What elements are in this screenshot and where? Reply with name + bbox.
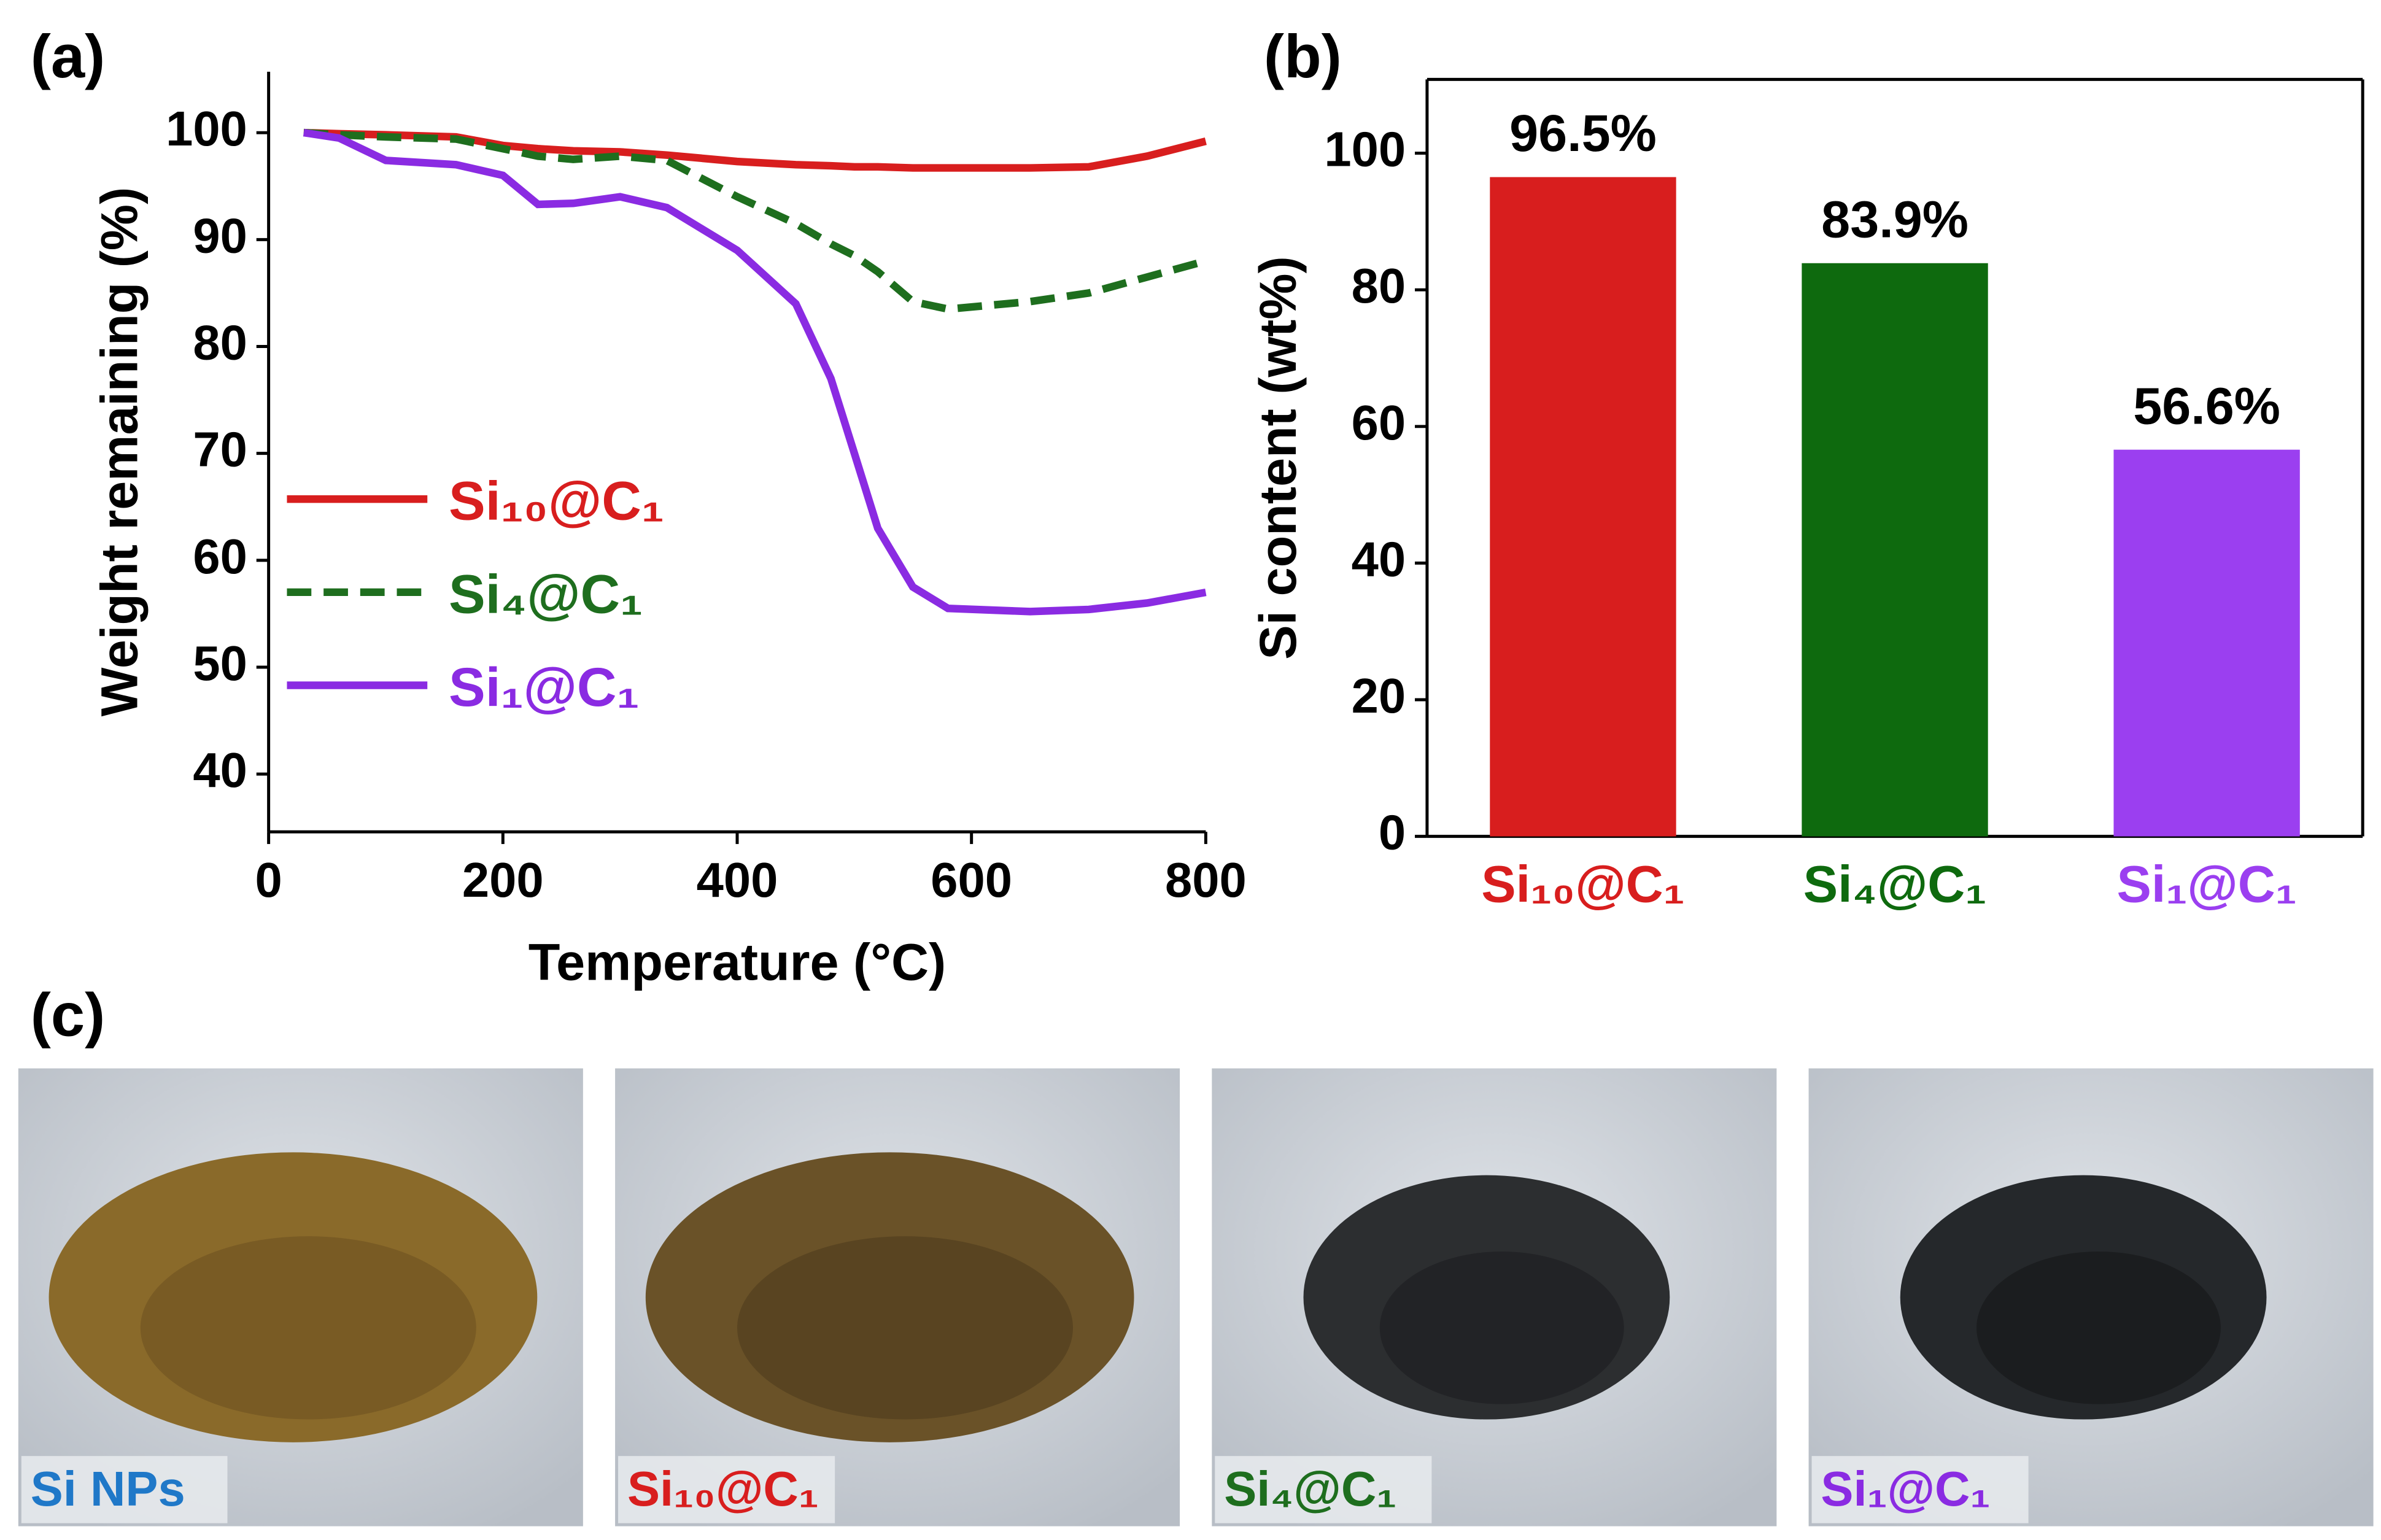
photo-label: Si₄@C₁ [1224,1461,1396,1516]
x-tick-label: Si₁₀@C₁ [1481,855,1684,913]
x-tick-label: Si₁@C₁ [2116,855,2296,913]
panel-label: (b) [1264,23,1342,91]
label-box [618,1456,835,1523]
label-box [1811,1456,2029,1523]
sample-shade [140,1236,476,1420]
x-tick-label: 0 [255,853,282,907]
bar [1802,263,1988,837]
x-tick-label: 600 [931,853,1012,907]
y-tick-label: 20 [1352,668,1406,723]
value-label: 83.9% [1821,190,1969,248]
x-tick-label: 200 [462,853,544,907]
y-axis-label: Si content (wt%) [1249,256,1307,659]
label-box [1215,1456,1432,1523]
y-tick-label: 40 [193,743,247,797]
legend-label: Si₄@C₁ [449,563,643,624]
y-tick-label: 60 [1352,395,1406,450]
x-tick-label: Si₄@C₁ [1803,855,1987,913]
x-tick-label: 400 [697,853,778,907]
x-axis-label: Temperature (°C) [528,932,946,991]
y-tick-label: 90 [193,208,247,263]
sample-shade [737,1236,1074,1420]
value-label: 96.5% [1509,104,1657,162]
y-tick-label: 100 [166,101,247,156]
y-axis-label: Weight remaining (%) [90,187,149,717]
y-tick-label: 0 [1379,805,1406,860]
sample-shade [1379,1252,1624,1404]
panel-label: (c) [31,981,106,1049]
y-tick-label: 70 [193,422,247,477]
x-tick-label: 800 [1165,853,1247,907]
bar [2113,449,2300,837]
photo-label: Si NPs [31,1461,185,1516]
value-label: 56.6% [2133,376,2280,435]
data-line [303,128,1207,616]
legend-label: Si₁@C₁ [449,656,639,718]
data-line [303,128,1207,313]
label-box [21,1456,228,1523]
y-tick-label: 60 [193,529,247,584]
photo-label: Si₁₀@C₁ [627,1461,819,1516]
y-tick-label: 80 [193,315,247,370]
photo-label: Si₁@C₁ [1821,1461,1990,1516]
sample-shade [1976,1252,2221,1404]
legend-label: Si₁₀@C₁ [449,470,664,532]
y-tick-label: 100 [1324,122,1406,177]
y-tick-label: 50 [193,636,247,691]
y-tick-label: 80 [1352,258,1406,313]
bar [1490,177,1676,837]
panel-label: (a) [31,23,106,91]
y-tick-label: 40 [1352,532,1406,586]
